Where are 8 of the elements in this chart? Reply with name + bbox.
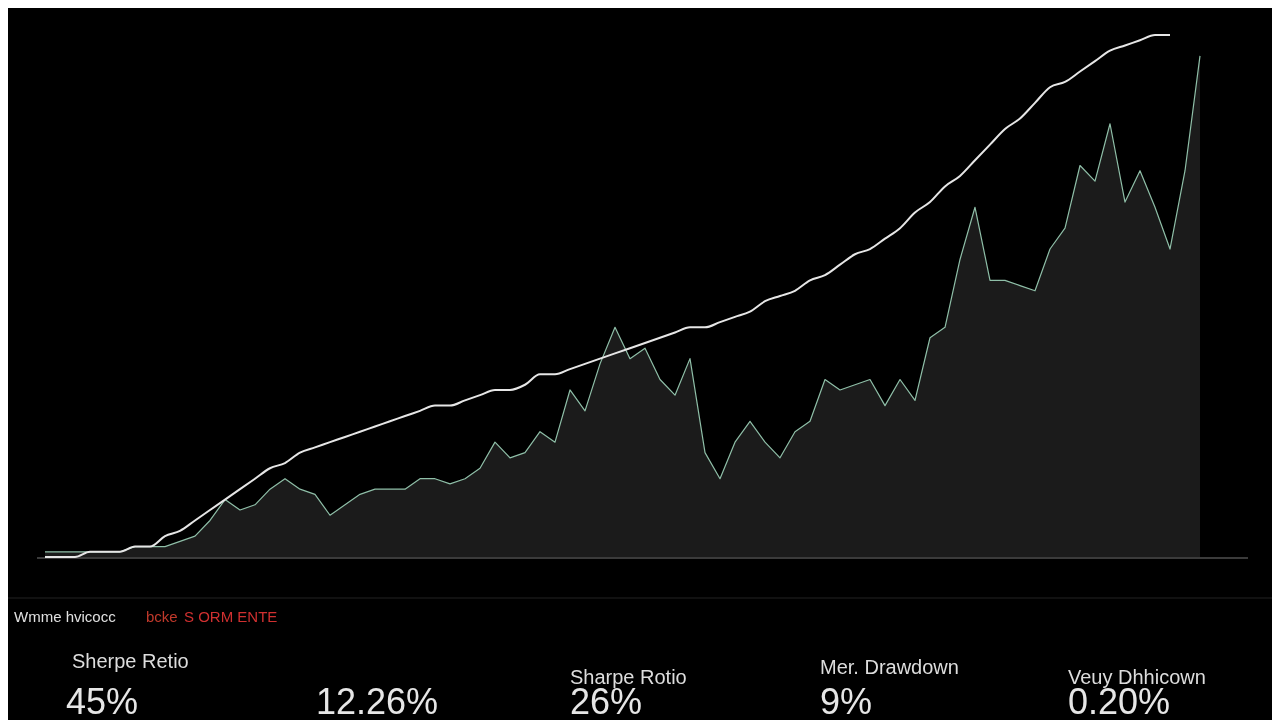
text: 9% [820,681,873,720]
text: bcke [146,608,178,625]
text: Mer. Drawdown [820,656,959,678]
text: Wmme hvicocc [14,608,117,625]
text: S ORM ENTE [184,608,278,625]
text: 12.26% [316,681,439,720]
text: 45% [66,681,139,720]
text: Sherpe Retio [72,650,189,672]
